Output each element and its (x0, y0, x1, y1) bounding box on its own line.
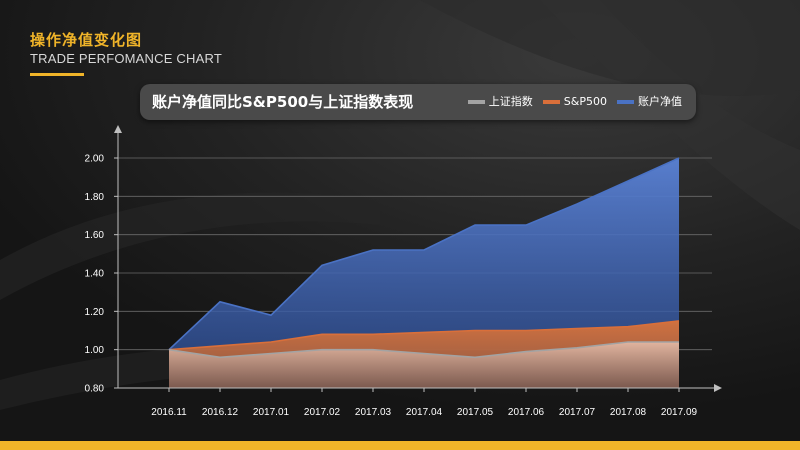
y-tick-label: 0.80 (85, 384, 105, 395)
area-sse-line (168, 341, 679, 359)
page-subtitle: TRADE PERFOMANCE CHART (30, 51, 222, 66)
area-sp500-line (168, 320, 680, 351)
y-tick-label: 1.00 (85, 345, 105, 356)
x-tick-label: 2017.02 (304, 407, 341, 418)
y-tick-label: 1.60 (85, 230, 105, 241)
y-tick-label: 1.20 (85, 307, 105, 318)
page-title: 操作净值变化图 (30, 31, 143, 49)
axes (114, 125, 722, 392)
legend-label-sse: 上证指数 (488, 95, 533, 108)
x-tick-label: 2017.07 (559, 407, 596, 418)
x-tick-label: 2017.09 (661, 407, 698, 418)
chart-title: 账户净值同比S&P500与上证指数表现 (152, 93, 414, 111)
x-tick-label: 2017.05 (457, 407, 494, 418)
x-tick-label: 2016.11 (151, 407, 187, 418)
legend-swatch-sse (467, 100, 485, 104)
tick-labels: 0.80 1.00 1.20 1.40 1.60 1.80 2.00 2016.11 2016.… (85, 154, 698, 419)
x-tick-label: 2016.12 (202, 407, 239, 418)
x-tick-label: 2017.03 (355, 407, 392, 418)
x-tick-label: 2017.08 (610, 407, 647, 418)
legend-item-account: 账户净值 (617, 94, 682, 110)
chart-legend: 上证指数 S&P500 账户净值 (467, 94, 682, 110)
legend-item-sp500: S&P500 (542, 94, 607, 110)
area-sse (169, 342, 679, 388)
y-tick-label: 2.00 (85, 154, 105, 165)
y-tick-label: 1.80 (85, 192, 105, 203)
legend-swatch-sp500 (542, 100, 560, 104)
x-tick-label: 2017.01 (253, 407, 290, 418)
page-heading: 操作净值变化图 TRADE PERFOMANCE CHART (30, 30, 222, 76)
x-tick-label: 2017.06 (508, 407, 545, 418)
bottom-accent-bar (0, 441, 800, 450)
legend-label-account: 账户净值 (638, 95, 682, 108)
x-tick-label: 2017.04 (406, 407, 443, 418)
heading-underline (30, 73, 84, 76)
series-areas (168, 157, 680, 388)
legend-item-sse: 上证指数 (467, 94, 533, 110)
y-tick-label: 1.40 (85, 269, 105, 280)
legend-swatch-account (617, 100, 634, 104)
legend-label-sp500: S&P500 (563, 95, 607, 108)
chart-title-pill: 账户净值同比S&P500与上证指数表现 上证指数 S&P500 账户净值 (140, 84, 696, 120)
area-account-line (168, 157, 680, 351)
